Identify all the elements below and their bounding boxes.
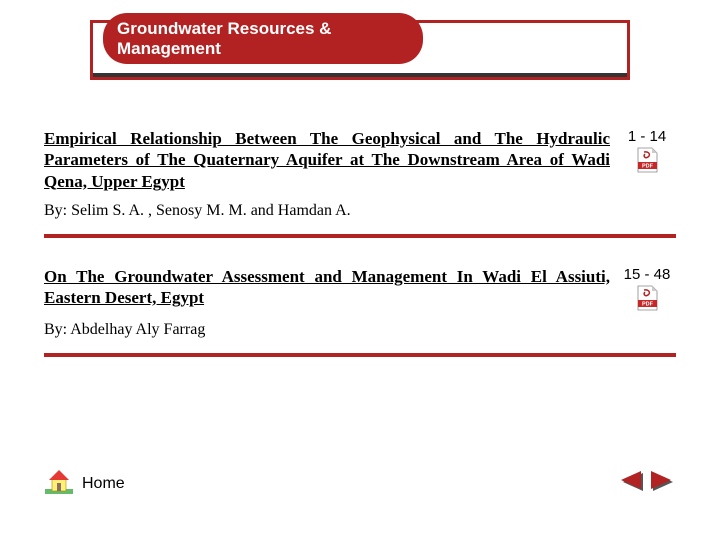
pdf-icon[interactable]: PDF <box>634 285 660 311</box>
footer-bar: Home <box>44 467 676 500</box>
entry-item: Empirical Relationship Between The Geoph… <box>44 128 676 252</box>
entry-divider <box>44 353 676 357</box>
entry-pages: 15 - 48 <box>624 266 671 283</box>
pdf-icon[interactable]: PDF <box>634 147 660 173</box>
prev-button[interactable] <box>618 470 644 497</box>
header-accent-bar <box>93 73 627 77</box>
entry-item: On The Groundwater Assessment and Manage… <box>44 266 676 371</box>
entry-title-link[interactable]: On The Groundwater Assessment and Manage… <box>44 266 610 309</box>
svg-text:PDF: PDF <box>642 301 654 307</box>
header-title-pill: Groundwater Resources & Management <box>103 13 423 64</box>
nav-arrows <box>618 470 676 497</box>
header-title-text: Groundwater Resources & Management <box>117 19 331 58</box>
home-icon <box>44 467 74 500</box>
home-link[interactable]: Home <box>44 467 125 500</box>
entry-divider <box>44 234 676 238</box>
header-frame: Groundwater Resources & Management <box>90 20 630 80</box>
entry-title-link[interactable]: Empirical Relationship Between The Geoph… <box>44 128 610 192</box>
entry-side: 1 - 14 PDF <box>618 128 676 173</box>
entry-side: 15 - 48 PDF <box>618 266 676 311</box>
entries-list: Empirical Relationship Between The Geoph… <box>44 128 676 385</box>
entry-pages: 1 - 14 <box>628 128 666 145</box>
next-button[interactable] <box>650 470 676 497</box>
entry-authors: By: Abdelhay Aly Farrag <box>44 321 676 339</box>
svg-text:PDF: PDF <box>642 164 654 170</box>
entry-authors: By: Selim S. A. , Senosy M. M. and Hamda… <box>44 202 676 220</box>
home-label: Home <box>82 475 125 493</box>
entry-row: Empirical Relationship Between The Geoph… <box>44 128 676 192</box>
entry-row: On The Groundwater Assessment and Manage… <box>44 266 676 311</box>
